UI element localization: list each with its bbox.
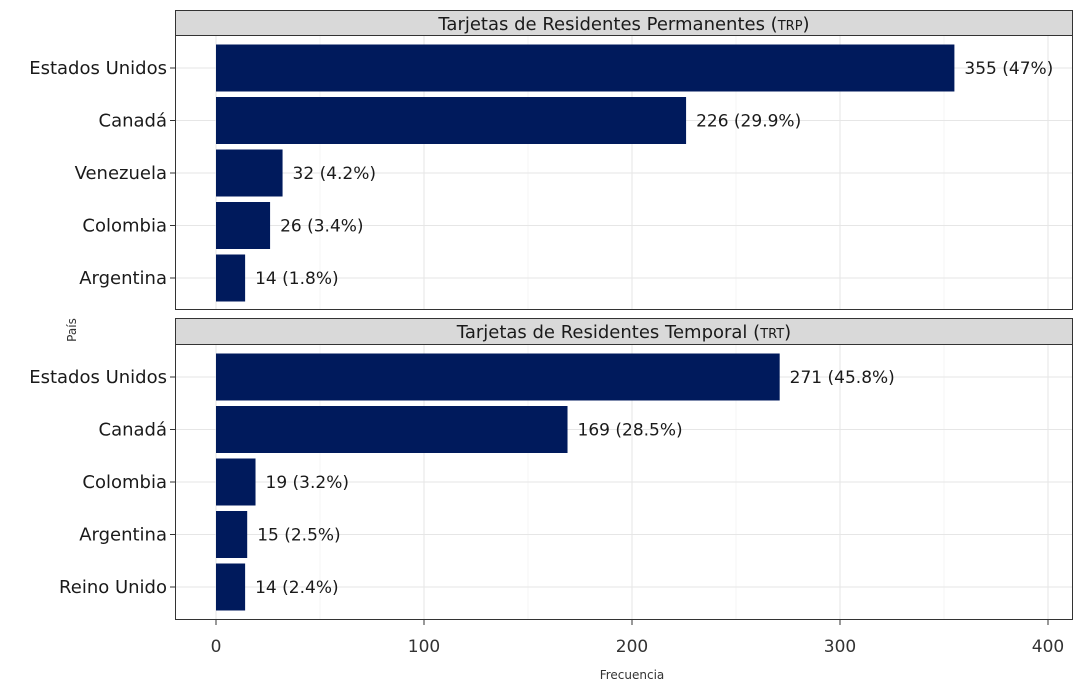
bar-colombia xyxy=(216,202,271,249)
data-label-canada: 226 (29.9%) xyxy=(696,112,801,132)
data-label-colombia: 26 (3.4%) xyxy=(280,217,364,237)
category-label-colombia: Colombia xyxy=(82,216,167,237)
bar-canada xyxy=(216,406,568,453)
x-tick-label: 0 xyxy=(211,637,222,657)
bar-argentina xyxy=(216,511,248,558)
x-axis-title: Frecuencia xyxy=(600,668,665,682)
category-label-estados-unidos: Estados Unidos xyxy=(29,58,167,79)
bar-estados-unidos xyxy=(216,44,955,92)
bar-colombia xyxy=(216,458,256,506)
x-tick-label: 100 xyxy=(408,637,440,657)
data-label-argentina: 15 (2.5%) xyxy=(257,526,341,546)
bar-reino-unido xyxy=(216,563,246,611)
data-label-estados-unidos: 355 (47%) xyxy=(964,59,1053,79)
category-label-argentina: Argentina xyxy=(79,268,167,289)
panel-title-1: Tarjetas de Residentes Permanentes (trp) xyxy=(437,14,809,35)
bar-argentina xyxy=(216,254,246,302)
category-label-argentina: Argentina xyxy=(79,525,167,546)
bar-venezuela xyxy=(216,149,283,197)
panel-1: Tarjetas de Residentes Permanentes (trp)… xyxy=(29,10,1073,310)
x-tick-label: 300 xyxy=(824,637,856,657)
bar-estados-unidos xyxy=(216,353,780,401)
x-tick-label: 200 xyxy=(616,637,648,657)
category-label-canada: Canadá xyxy=(99,420,168,441)
data-label-estados-unidos: 271 (45.8%) xyxy=(790,368,895,388)
panel-strip xyxy=(175,10,1073,36)
panel-2: Tarjetas de Residentes Temporal (trt) 271… xyxy=(29,318,1073,620)
data-label-venezuela: 32 (4.2%) xyxy=(293,164,377,184)
data-label-reino-unido: 14 (2.4%) xyxy=(255,578,339,598)
data-label-argentina: 14 (1.8%) xyxy=(255,269,339,289)
data-label-canada: 169 (28.5%) xyxy=(578,421,683,441)
category-label-estados-unidos: Estados Unidos xyxy=(29,367,167,388)
y-axis-title: País xyxy=(65,318,79,342)
category-label-venezuela: Venezuela xyxy=(75,163,167,184)
category-label-reino-unido: Reino Unido xyxy=(59,577,167,598)
data-label-colombia: 19 (3.2%) xyxy=(266,473,350,493)
bar-canada xyxy=(216,97,687,144)
panel-title-2: Tarjetas de Residentes Temporal (trt) xyxy=(456,322,791,343)
panel-strip xyxy=(175,318,1073,345)
category-label-canada: Canadá xyxy=(99,111,168,132)
x-tick-label: 400 xyxy=(1032,637,1064,657)
category-label-colombia: Colombia xyxy=(82,472,167,493)
